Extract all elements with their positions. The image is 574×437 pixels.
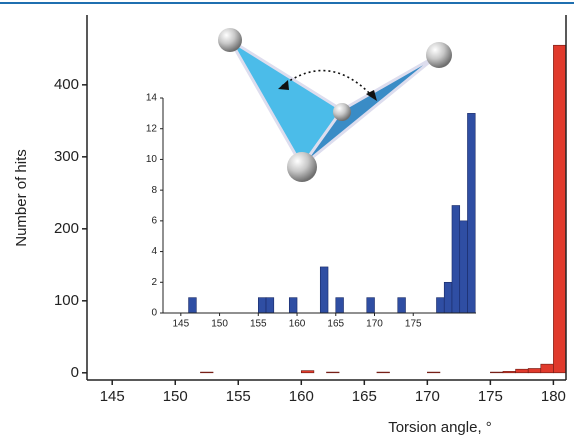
- bar: [553, 44, 567, 374]
- bar: [443, 281, 453, 314]
- x-tick-label: 170: [415, 388, 440, 405]
- x-tick-label: 150: [211, 319, 228, 330]
- y-tick-label: 200: [54, 220, 79, 237]
- x-tick-label: 155: [250, 319, 267, 330]
- bar: [326, 371, 340, 374]
- bar: [427, 371, 441, 374]
- bar: [188, 297, 197, 314]
- x-tick-label: 175: [478, 388, 503, 405]
- bar: [451, 205, 461, 314]
- x-tick-label: 165: [352, 388, 377, 405]
- bar: [288, 297, 298, 314]
- molecule-illustration: [218, 28, 452, 182]
- x-tick-label: 145: [100, 388, 125, 405]
- x-tick-label: 160: [289, 319, 306, 330]
- bar: [200, 371, 214, 374]
- y-tick-label: 8: [151, 185, 157, 196]
- x-tick-label: 180: [541, 388, 566, 405]
- x-tick-label: 175: [405, 319, 422, 330]
- x-tick-label: 160: [289, 388, 314, 405]
- x-tick-label: 150: [163, 388, 188, 405]
- y-tick-label: 10: [146, 154, 158, 165]
- bar: [502, 371, 516, 374]
- x-tick-label: 145: [172, 319, 189, 330]
- bar: [300, 370, 315, 374]
- bar: [515, 368, 529, 374]
- bar: [376, 371, 390, 374]
- y-tick-label: 0: [71, 364, 79, 381]
- bar: [397, 297, 406, 314]
- x-tick-label: 155: [226, 388, 251, 405]
- y-tick-label: 100: [54, 292, 79, 309]
- bar: [257, 297, 267, 314]
- y-tick-label: 6: [151, 215, 157, 226]
- y-tick-label: 400: [54, 76, 79, 93]
- bar: [467, 113, 476, 314]
- x-tick-label: 165: [327, 319, 344, 330]
- y-tick-label: 0: [151, 308, 157, 319]
- bar: [459, 220, 468, 314]
- bar: [265, 297, 275, 314]
- bar: [436, 297, 445, 314]
- bar: [490, 371, 504, 374]
- bar: [319, 266, 329, 314]
- bar: [527, 368, 542, 374]
- x-axis-label: Torsion angle, °: [388, 419, 492, 436]
- x-tick-label: 170: [366, 319, 383, 330]
- y-tick-label: 12: [146, 123, 158, 134]
- bar: [366, 297, 375, 314]
- bar: [540, 363, 554, 374]
- y-tick-label: 2: [151, 277, 157, 288]
- bar: [335, 297, 344, 314]
- y-axis-label: Number of hits: [13, 149, 30, 247]
- y-tick-label: 300: [54, 148, 79, 165]
- y-tick-label: 14: [146, 93, 158, 104]
- y-tick-label: 4: [151, 246, 157, 257]
